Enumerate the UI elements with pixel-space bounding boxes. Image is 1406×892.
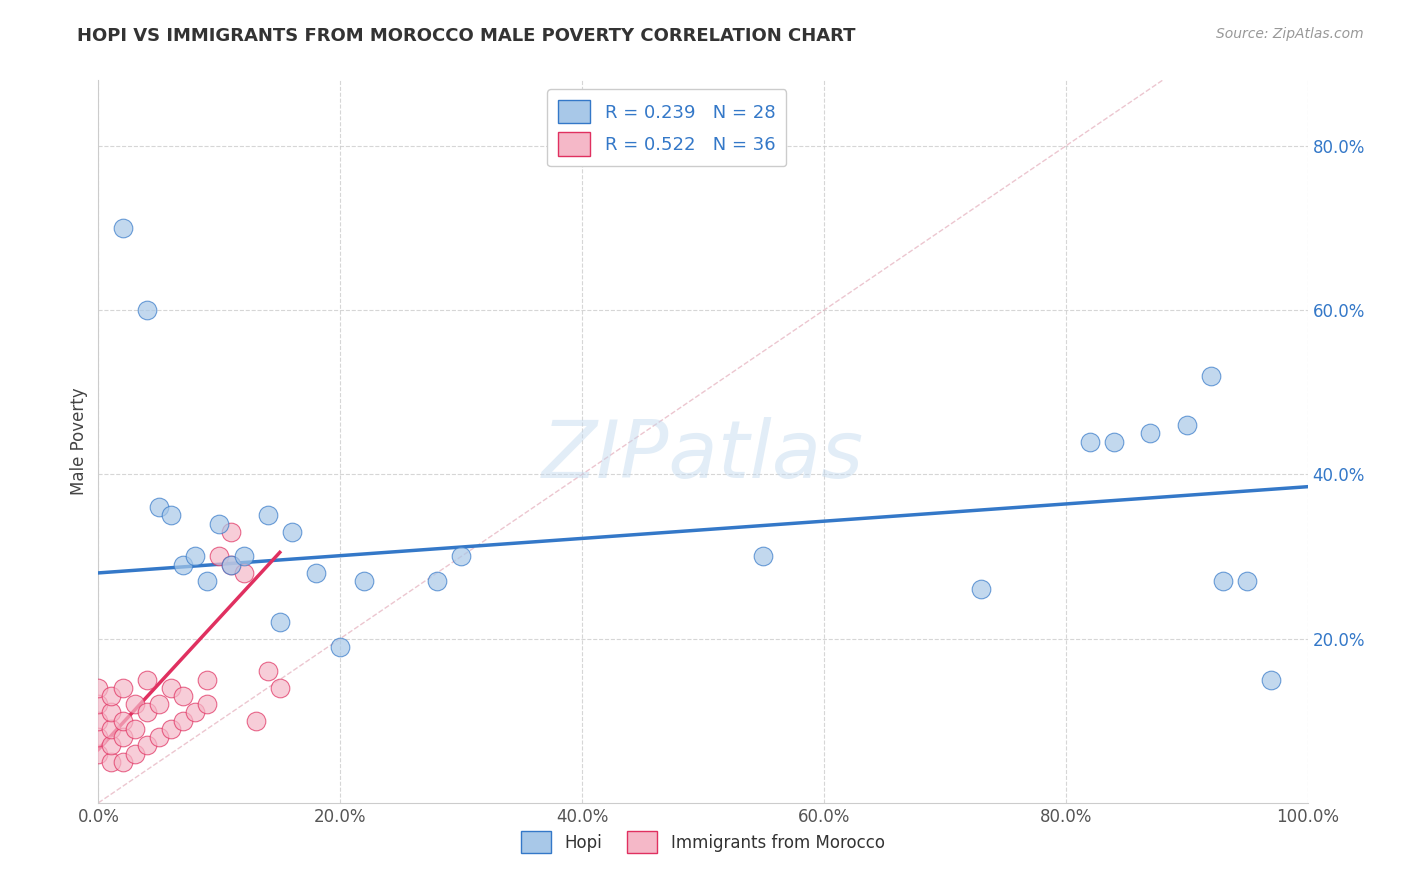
Point bbox=[111, 755, 134, 769]
Point bbox=[1260, 673, 1282, 687]
Point bbox=[195, 574, 218, 588]
Point bbox=[172, 689, 194, 703]
Point bbox=[148, 500, 170, 515]
Point bbox=[232, 549, 254, 564]
Point bbox=[100, 706, 122, 720]
Point bbox=[1175, 418, 1198, 433]
Point bbox=[1212, 574, 1234, 588]
Point bbox=[87, 714, 110, 728]
Point bbox=[100, 722, 122, 736]
Y-axis label: Male Poverty: Male Poverty bbox=[70, 388, 89, 495]
Point bbox=[269, 615, 291, 630]
Text: HOPI VS IMMIGRANTS FROM MOROCCO MALE POVERTY CORRELATION CHART: HOPI VS IMMIGRANTS FROM MOROCCO MALE POV… bbox=[77, 27, 856, 45]
Point bbox=[111, 730, 134, 744]
Point bbox=[1078, 434, 1101, 449]
Point bbox=[221, 524, 243, 539]
Point bbox=[256, 665, 278, 679]
Point bbox=[232, 566, 254, 580]
Point bbox=[1139, 426, 1161, 441]
Point bbox=[87, 698, 110, 712]
Point bbox=[135, 303, 157, 318]
Point bbox=[752, 549, 775, 564]
Point bbox=[100, 755, 122, 769]
Point bbox=[269, 681, 291, 695]
Point bbox=[124, 698, 146, 712]
Point bbox=[329, 640, 352, 654]
Point bbox=[208, 516, 231, 531]
Text: ZIPatlas: ZIPatlas bbox=[541, 417, 865, 495]
Point bbox=[124, 747, 146, 761]
Point bbox=[184, 549, 207, 564]
Point bbox=[135, 739, 157, 753]
Point bbox=[87, 730, 110, 744]
Point bbox=[256, 508, 278, 523]
Point bbox=[426, 574, 449, 588]
Point bbox=[208, 549, 231, 564]
Point bbox=[148, 698, 170, 712]
Point bbox=[353, 574, 375, 588]
Point bbox=[281, 524, 304, 539]
Point bbox=[111, 714, 134, 728]
Point bbox=[195, 673, 218, 687]
Point bbox=[160, 681, 183, 695]
Point bbox=[87, 681, 110, 695]
Point bbox=[1236, 574, 1258, 588]
Point bbox=[135, 706, 157, 720]
Point bbox=[87, 747, 110, 761]
Legend: Hopi, Immigrants from Morocco: Hopi, Immigrants from Morocco bbox=[515, 825, 891, 860]
Point bbox=[1199, 368, 1222, 383]
Point bbox=[450, 549, 472, 564]
Point bbox=[221, 558, 243, 572]
Point bbox=[160, 508, 183, 523]
Point bbox=[124, 722, 146, 736]
Point bbox=[100, 689, 122, 703]
Point bbox=[221, 558, 243, 572]
Text: Source: ZipAtlas.com: Source: ZipAtlas.com bbox=[1216, 27, 1364, 41]
Point bbox=[111, 681, 134, 695]
Point bbox=[245, 714, 267, 728]
Point bbox=[172, 714, 194, 728]
Point bbox=[305, 566, 328, 580]
Point bbox=[160, 722, 183, 736]
Point bbox=[111, 221, 134, 235]
Point bbox=[195, 698, 218, 712]
Point bbox=[970, 582, 993, 597]
Point bbox=[172, 558, 194, 572]
Point bbox=[148, 730, 170, 744]
Point bbox=[1102, 434, 1125, 449]
Point bbox=[184, 706, 207, 720]
Point bbox=[100, 739, 122, 753]
Point bbox=[135, 673, 157, 687]
